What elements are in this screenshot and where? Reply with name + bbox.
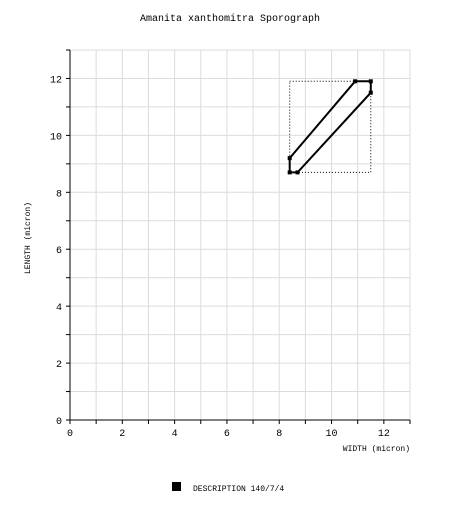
y-tick-label: 4 [56, 303, 62, 314]
x-axis-label: WIDTH (micron) [343, 445, 410, 454]
x-tick-label: 6 [224, 429, 230, 440]
x-tick-label: 4 [172, 429, 178, 440]
y-axis-label: LENGTH (micron) [24, 202, 33, 274]
y-tick-label: 8 [56, 189, 62, 200]
x-tick-label: 8 [276, 429, 282, 440]
vertex-marker [368, 90, 373, 95]
legend-label: DESCRIPTION 140/7/4 [193, 485, 284, 494]
vertex-marker [368, 79, 373, 84]
y-tick-label: 0 [56, 417, 62, 428]
x-tick-label: 0 [67, 429, 73, 440]
y-tick-label: 2 [56, 360, 62, 371]
vertex-marker [353, 79, 358, 84]
x-tick-label: 12 [378, 429, 390, 440]
spore-outline [288, 80, 372, 174]
bounding-box [289, 80, 372, 173]
legend-swatch [172, 482, 181, 491]
y-tick-label: 10 [50, 132, 62, 143]
y-tick-label: 6 [56, 246, 62, 257]
vertex-marker [287, 170, 292, 175]
chart-title: Amanita xanthomitra Sporograph [140, 13, 320, 25]
x-tick-label: 2 [119, 429, 125, 440]
vertex-marker [287, 156, 292, 161]
y-tick-label: 12 [50, 75, 62, 86]
vertex-marker [295, 170, 300, 175]
x-tick-label: 10 [326, 429, 338, 440]
